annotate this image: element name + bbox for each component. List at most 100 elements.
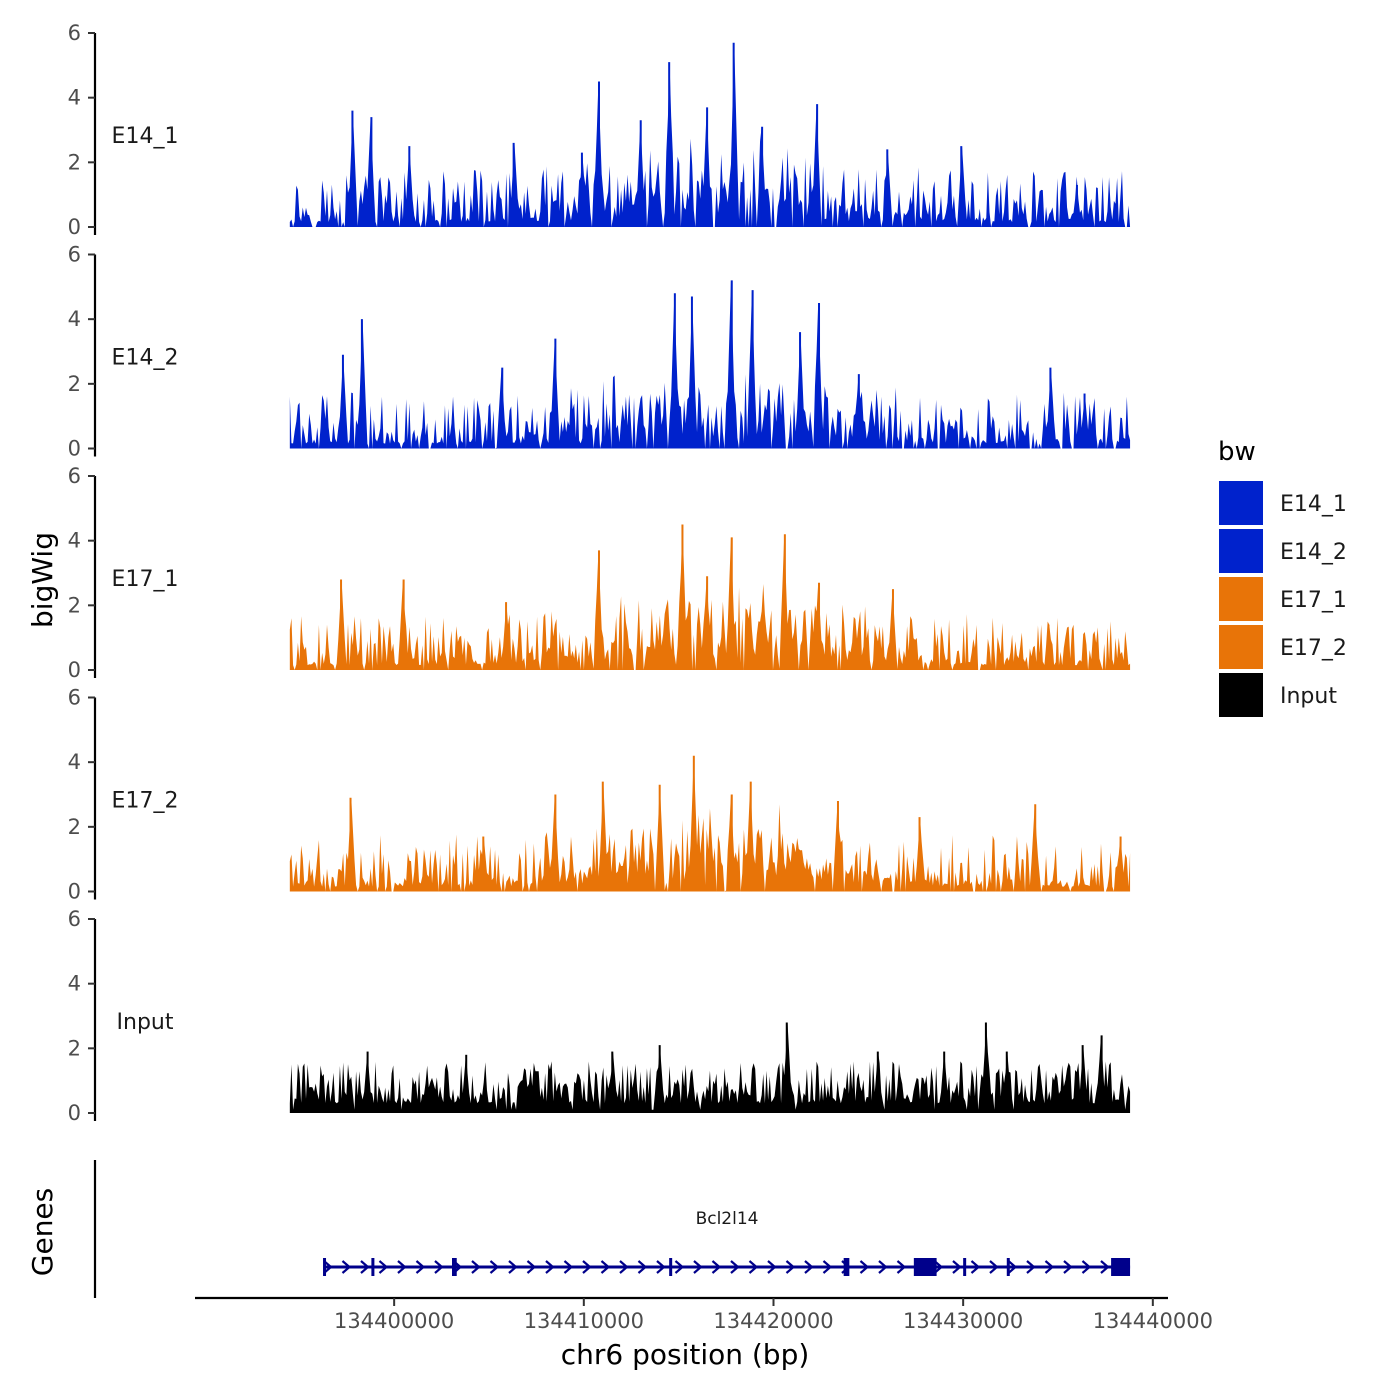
strand-arrow [822,1260,833,1274]
strand-arrow [748,1260,759,1274]
x-tick-label: 134410000 [524,1309,644,1333]
legend-title: bw [1218,437,1256,467]
x-tick-label: 134420000 [713,1309,833,1333]
y-tick-label: 2 [68,815,81,839]
legend-label: E17_2 [1280,636,1347,661]
strand-arrow [600,1260,611,1274]
legend-label: E14_2 [1280,540,1347,565]
track-e17-1: 0 2 4 6 E17_1 [68,464,1131,682]
y-tick-label: 6 [68,464,81,488]
y-tick-label: 0 [68,1101,81,1125]
strand-arrow [1081,1260,1092,1274]
legend-swatch [1219,577,1263,621]
x-axis: 134400000 134410000 134420000 134430000 1344… [195,1296,1213,1333]
strand-arrow [637,1260,648,1274]
strand-arrow [1026,1260,1036,1274]
track-label: E14_1 [112,124,179,149]
exon [1006,1258,1010,1276]
legend-label: Input [1280,684,1337,709]
track-label: E17_1 [112,567,179,592]
strand-arrow [563,1260,574,1274]
strand-arrow [1007,1260,1018,1274]
x-tick-label: 134400000 [334,1309,454,1333]
strand-arrow [730,1260,740,1274]
coverage-area [289,755,1131,892]
strand-arrow [989,1260,999,1274]
strand-arrow [415,1260,426,1274]
gene-label: Bcl2l14 [696,1209,759,1229]
legend-label: E17_1 [1280,588,1347,613]
strand-arrow [360,1260,370,1274]
strand-arrow [896,1260,907,1274]
legend-label: E14_1 [1280,492,1347,517]
strand-arrow [508,1260,518,1274]
y-tick-label: 4 [68,529,81,553]
exon [913,1258,937,1276]
strand-arrow [619,1260,629,1274]
y-tick-label: 4 [68,972,81,996]
legend-swatch [1219,625,1263,669]
track-input: 0 2 4 6 Input [68,907,1131,1125]
exon [371,1258,375,1276]
y-tick-label: 4 [68,750,81,774]
strand-arrow [1044,1260,1055,1274]
exon [669,1258,673,1276]
strand-arrow [1063,1260,1073,1274]
x-tick-label: 134440000 [1093,1309,1213,1333]
strand-arrow [471,1260,481,1274]
coverage-tracks: 0 2 4 6 E14_1 0 2 4 6 E14_2 0 2 4 6 E17_1 0 2 4 6 E17_2 0 2 4 6… [68,21,1131,1125]
y-tick-label: 2 [68,593,81,617]
exon [843,1258,850,1276]
strand-arrow [489,1260,500,1274]
strand-arrow [656,1260,666,1274]
genes-axis-title: Genes [26,1188,59,1276]
legend-swatch [1219,673,1263,717]
y-axis-title: bigWig [26,532,59,628]
strand-arrow [434,1260,444,1274]
exon [1111,1258,1131,1276]
y-tick-label: 0 [68,215,81,239]
track-e17-2: 0 2 4 6 E17_2 [68,686,1131,904]
y-tick-label: 4 [68,307,81,331]
strand-arrow [970,1260,981,1274]
strand-arrow [545,1260,555,1274]
y-tick-label: 6 [68,907,81,931]
y-tick-label: 2 [68,1036,81,1060]
gene-bcl2l14: Bcl2l14 [323,1209,1131,1276]
strand-arrow [804,1260,814,1274]
legend-entry: E17_1 [1219,577,1347,621]
y-tick-label: 0 [68,658,81,682]
y-tick-label: 2 [68,150,81,174]
strand-arrow [674,1260,685,1274]
legend-swatch [1219,529,1263,573]
strand-arrow [693,1260,703,1274]
coverage-area [289,1022,1131,1113]
legend-entry: E14_1 [1219,481,1347,525]
strand-arrow [952,1260,962,1274]
track-label: E17_2 [112,789,179,814]
track-e14-1: 0 2 4 6 E14_1 [68,21,1131,239]
strand-arrow [859,1260,870,1274]
strand-arrow [397,1260,407,1274]
strand-arrow [378,1260,389,1274]
track-e14-2: 0 2 4 6 E14_2 [68,243,1131,461]
strand-arrow [767,1260,777,1274]
strand-arrow [341,1260,352,1274]
y-tick-label: 0 [68,880,81,904]
y-tick-label: 0 [68,437,81,461]
coverage-area [289,42,1131,228]
y-tick-label: 4 [68,86,81,110]
legend-entry: Input [1219,673,1337,717]
legend-entry: E17_2 [1219,625,1347,669]
strand-arrow [933,1260,944,1274]
y-tick-label: 2 [68,372,81,396]
strand-arrow [785,1260,796,1274]
coverage-area [289,524,1131,670]
legend-entry: E14_2 [1219,529,1347,573]
track-label: Input [117,1010,174,1035]
y-tick-label: 6 [68,686,81,710]
y-tick-label: 6 [68,21,81,45]
exon [963,1258,967,1276]
track-label: E14_2 [112,346,179,371]
